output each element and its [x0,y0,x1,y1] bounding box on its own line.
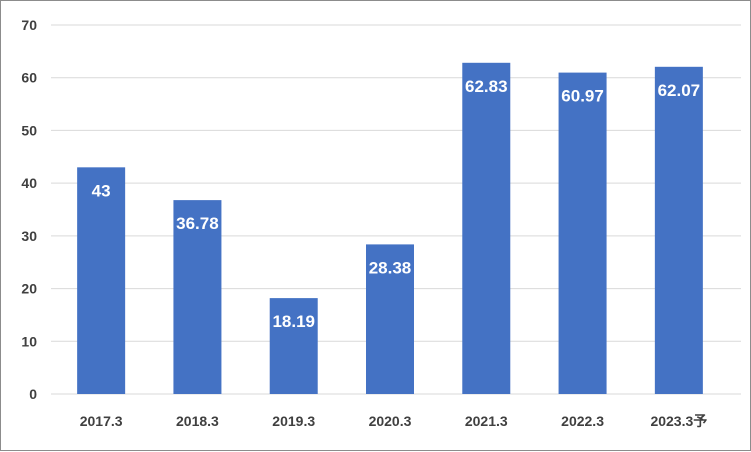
data-label: 28.38 [369,258,412,277]
y-tick-label: 40 [21,175,37,191]
bar-2020.3 [366,244,414,394]
y-tick-label: 30 [21,228,37,244]
x-tick-label: 2020.3 [369,413,412,429]
bar-2017.3 [77,167,126,394]
data-label: 18.19 [272,312,315,331]
y-axis-ticks: 0 10 20 30 40 50 60 70 [21,17,37,402]
data-label: 60.97 [561,87,604,106]
data-label: 36.78 [176,214,219,233]
x-tick-label: 2022.3 [561,413,604,429]
y-tick-label: 50 [21,122,37,138]
data-labels: 43 36.78 18.19 28.38 62.83 60.97 62.07 [92,77,700,331]
x-tick-label: 2019.3 [272,413,315,429]
data-label: 62.83 [465,77,508,96]
y-tick-label: 20 [21,281,37,297]
bar-2021.3 [462,62,511,394]
x-tick-label: 2023.3予 [650,413,707,429]
x-tick-label: 2017.3 [80,413,123,429]
bar-2022.3 [558,72,607,394]
y-tick-label: 70 [21,17,37,33]
y-tick-label: 60 [21,70,37,86]
x-tick-label: 2018.3 [176,413,219,429]
y-tick-label: 10 [21,333,37,349]
y-tick-label: 0 [29,386,37,402]
x-tick-label: 2021.3 [465,413,508,429]
data-label: 43 [92,181,111,200]
bar-2018.3 [173,200,222,394]
bar-2023.3予 [654,66,703,394]
bar-2019.3 [269,298,318,394]
x-axis-ticks: 2017.3 2018.3 2019.3 2020.3 2021.3 2022.3 2023… [80,413,708,429]
data-label: 62.07 [658,81,701,100]
bars [77,62,703,394]
